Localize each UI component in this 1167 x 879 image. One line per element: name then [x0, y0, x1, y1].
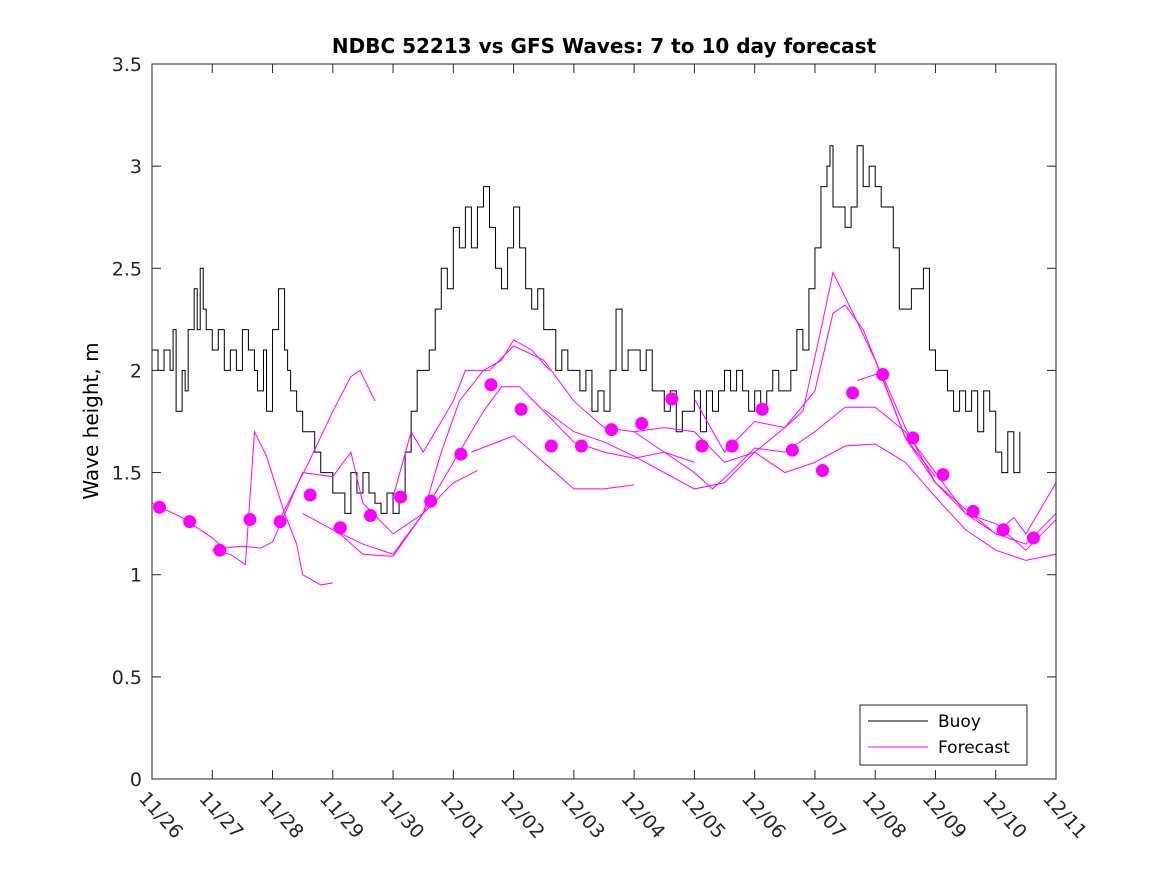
forecast-point-14 [574, 439, 588, 453]
forecast-point-10 [454, 447, 468, 461]
forecast-run-line-7 [543, 408, 1057, 561]
y-tick-label: 2.5 [112, 258, 142, 280]
forecast-point-0 [153, 500, 167, 514]
forecast-run-line-6 [471, 435, 635, 490]
forecast-point-7 [363, 508, 377, 522]
x-tick-label: 11/30 [375, 788, 428, 843]
forecast-point-24 [876, 368, 890, 382]
y-tick-label: 2 [130, 360, 142, 382]
forecast-point-16 [635, 417, 649, 431]
forecast-point-8 [394, 490, 408, 504]
x-tick-label: 12/09 [918, 788, 971, 843]
forecast-point-3 [243, 513, 257, 527]
x-tick-label: 12/07 [797, 788, 850, 843]
y-tick-label: 1 [130, 565, 142, 587]
forecast-run-line-2 [278, 369, 376, 522]
x-tick-label: 12/06 [737, 788, 790, 843]
y-axis-label: Wave height, m [79, 342, 103, 499]
x-tick-label: 12/01 [436, 788, 489, 843]
forecast-run-line-3 [302, 339, 551, 555]
x-tick-label: 12/10 [978, 788, 1031, 843]
y-tick-label: 3.5 [112, 54, 142, 76]
forecast-run-line-8 [633, 406, 1057, 545]
x-tick-label: 11/29 [315, 788, 368, 843]
forecast-point-1 [183, 515, 197, 529]
forecast-point-5 [303, 488, 317, 502]
forecast-point-27 [966, 504, 980, 518]
x-tick-label: 12/03 [556, 788, 609, 843]
legend-buoy-label: Buoy [938, 712, 981, 732]
forecast-run-line-9 [693, 304, 1057, 551]
chart-title: NDBC 52213 vs GFS Waves: 7 to 10 day for… [332, 34, 877, 58]
x-tick-label: 11/27 [195, 788, 248, 843]
forecast-point-4 [273, 515, 287, 529]
buoy-series-line [152, 145, 1021, 514]
forecast-point-17 [665, 392, 679, 406]
forecast-point-2 [213, 543, 227, 557]
forecast-point-20 [755, 402, 769, 416]
forecast-point-23 [846, 386, 860, 400]
x-tick-label: 12/05 [677, 788, 730, 843]
forecast-point-28 [996, 523, 1010, 537]
forecast-point-15 [605, 423, 619, 437]
x-tick-label: 11/26 [134, 788, 187, 843]
plot-frame [151, 63, 1057, 780]
x-tick-label: 12/04 [616, 788, 669, 843]
x-tick-label: 12/08 [857, 788, 910, 843]
forecast-run-line-10 [856, 371, 1057, 535]
x-tick-label: 12/11 [1038, 788, 1091, 843]
x-tick-label: 11/28 [255, 788, 308, 843]
forecast-point-19 [725, 439, 739, 453]
forecast-point-25 [906, 431, 920, 445]
legend-box [859, 704, 1028, 766]
y-tick-label: 1.5 [112, 463, 142, 485]
forecast-run-line-1 [212, 429, 333, 586]
forecast-point-12 [514, 402, 528, 416]
forecast-run-line-5 [392, 270, 936, 498]
forecast-run-line-4 [332, 386, 695, 557]
forecast-point-22 [815, 464, 829, 478]
forecast-point-21 [785, 443, 799, 457]
forecast-point-11 [484, 378, 498, 392]
legend: Buoy Forecast [859, 704, 1028, 766]
y-tick-label: 3 [130, 156, 142, 178]
forecast-point-18 [695, 439, 709, 453]
forecast-run-line-0 [151, 450, 478, 549]
forecast-point-13 [544, 439, 558, 453]
forecast-point-9 [424, 494, 438, 508]
legend-forecast-label: Forecast [938, 738, 1010, 758]
x-tick-label: 12/02 [496, 788, 549, 843]
forecast-point-6 [333, 521, 347, 535]
y-tick-label: 0 [130, 769, 142, 791]
forecast-point-29 [1026, 531, 1040, 545]
y-tick-label: 0.5 [112, 667, 142, 689]
forecast-point-26 [936, 468, 950, 482]
